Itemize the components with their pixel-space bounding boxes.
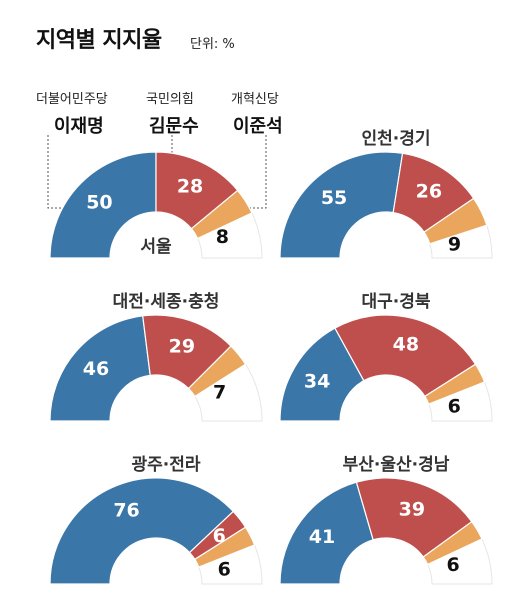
segment-lee-junseok [187, 345, 247, 398]
region-chart: 46 29 7 대전·세종·충청 [49, 291, 263, 422]
legend-party-ppp: 국민의힘 [146, 92, 194, 107]
value-label: 46 [83, 358, 109, 380]
segment-lee-junseok [422, 520, 483, 566]
segment-lee-junseok [194, 526, 256, 568]
value-label: 6 [218, 558, 231, 580]
region-label: 대구·경북 [361, 292, 430, 312]
segment-kim-moonsoo [334, 314, 477, 398]
region-label: 부산·울산·경남 [343, 455, 450, 475]
value-label: 9 [448, 233, 461, 255]
legend-candidate-lee-jaemyung: 이재명 [54, 116, 104, 137]
segment-lee-junseok [424, 363, 486, 405]
value-label: 6 [448, 395, 461, 417]
unit-label: 단위: % [190, 37, 235, 52]
segment-lee-junseok [423, 197, 488, 245]
value-label: 28 [177, 176, 203, 198]
legend-leader-lines [47, 135, 267, 209]
value-label: 48 [393, 334, 419, 356]
legend-party-democratic: 더불어민주당 [36, 92, 108, 107]
legend-party-reform: 개혁신당 [231, 92, 279, 107]
value-label: 39 [399, 498, 425, 520]
legend-candidate-kim-moonsoo: 김문수 [149, 116, 199, 137]
value-label: 34 [304, 370, 330, 392]
value-label: 7 [213, 382, 226, 404]
region-label: 광주·전라 [131, 455, 200, 475]
value-label: 26 [416, 180, 442, 202]
value-label: 8 [216, 226, 229, 248]
segment-lee-jaemyung [49, 151, 157, 259]
value-label: 55 [321, 187, 347, 209]
region-label: 인천·경기 [361, 129, 430, 149]
segment-kim-moonsoo [355, 477, 473, 558]
region-chart: 50 28 8 서울 [49, 151, 263, 259]
region-chart: 34 48 6 대구·경북 [279, 292, 493, 422]
segment-lee-junseok [190, 189, 253, 240]
chart-title: 지역별 지지율 [36, 28, 162, 53]
region-chart: 41 39 6 부산·울산·경남 [279, 455, 493, 585]
value-label: 6 [446, 554, 459, 576]
segment-lee-jaemyung [49, 477, 235, 585]
value-label: 76 [113, 500, 139, 522]
region-label: 대전·세종·충청 [113, 291, 220, 312]
leader-line-reform [247, 135, 267, 209]
leader-line-democratic [47, 135, 80, 209]
legend-candidate-lee-junseok: 이준석 [233, 116, 283, 137]
segment-lee-jaemyung [279, 327, 365, 422]
segment-lee-jaemyung [49, 315, 151, 422]
segment-lee-jaemyung [279, 151, 404, 259]
value-label: 29 [169, 335, 195, 357]
region-chart: 55 26 9 인천·경기 [279, 129, 493, 259]
value-label: 41 [309, 526, 335, 548]
region-label: 서울 [140, 237, 172, 257]
value-label: 50 [86, 191, 112, 213]
segment-lee-jaemyung [279, 481, 374, 585]
